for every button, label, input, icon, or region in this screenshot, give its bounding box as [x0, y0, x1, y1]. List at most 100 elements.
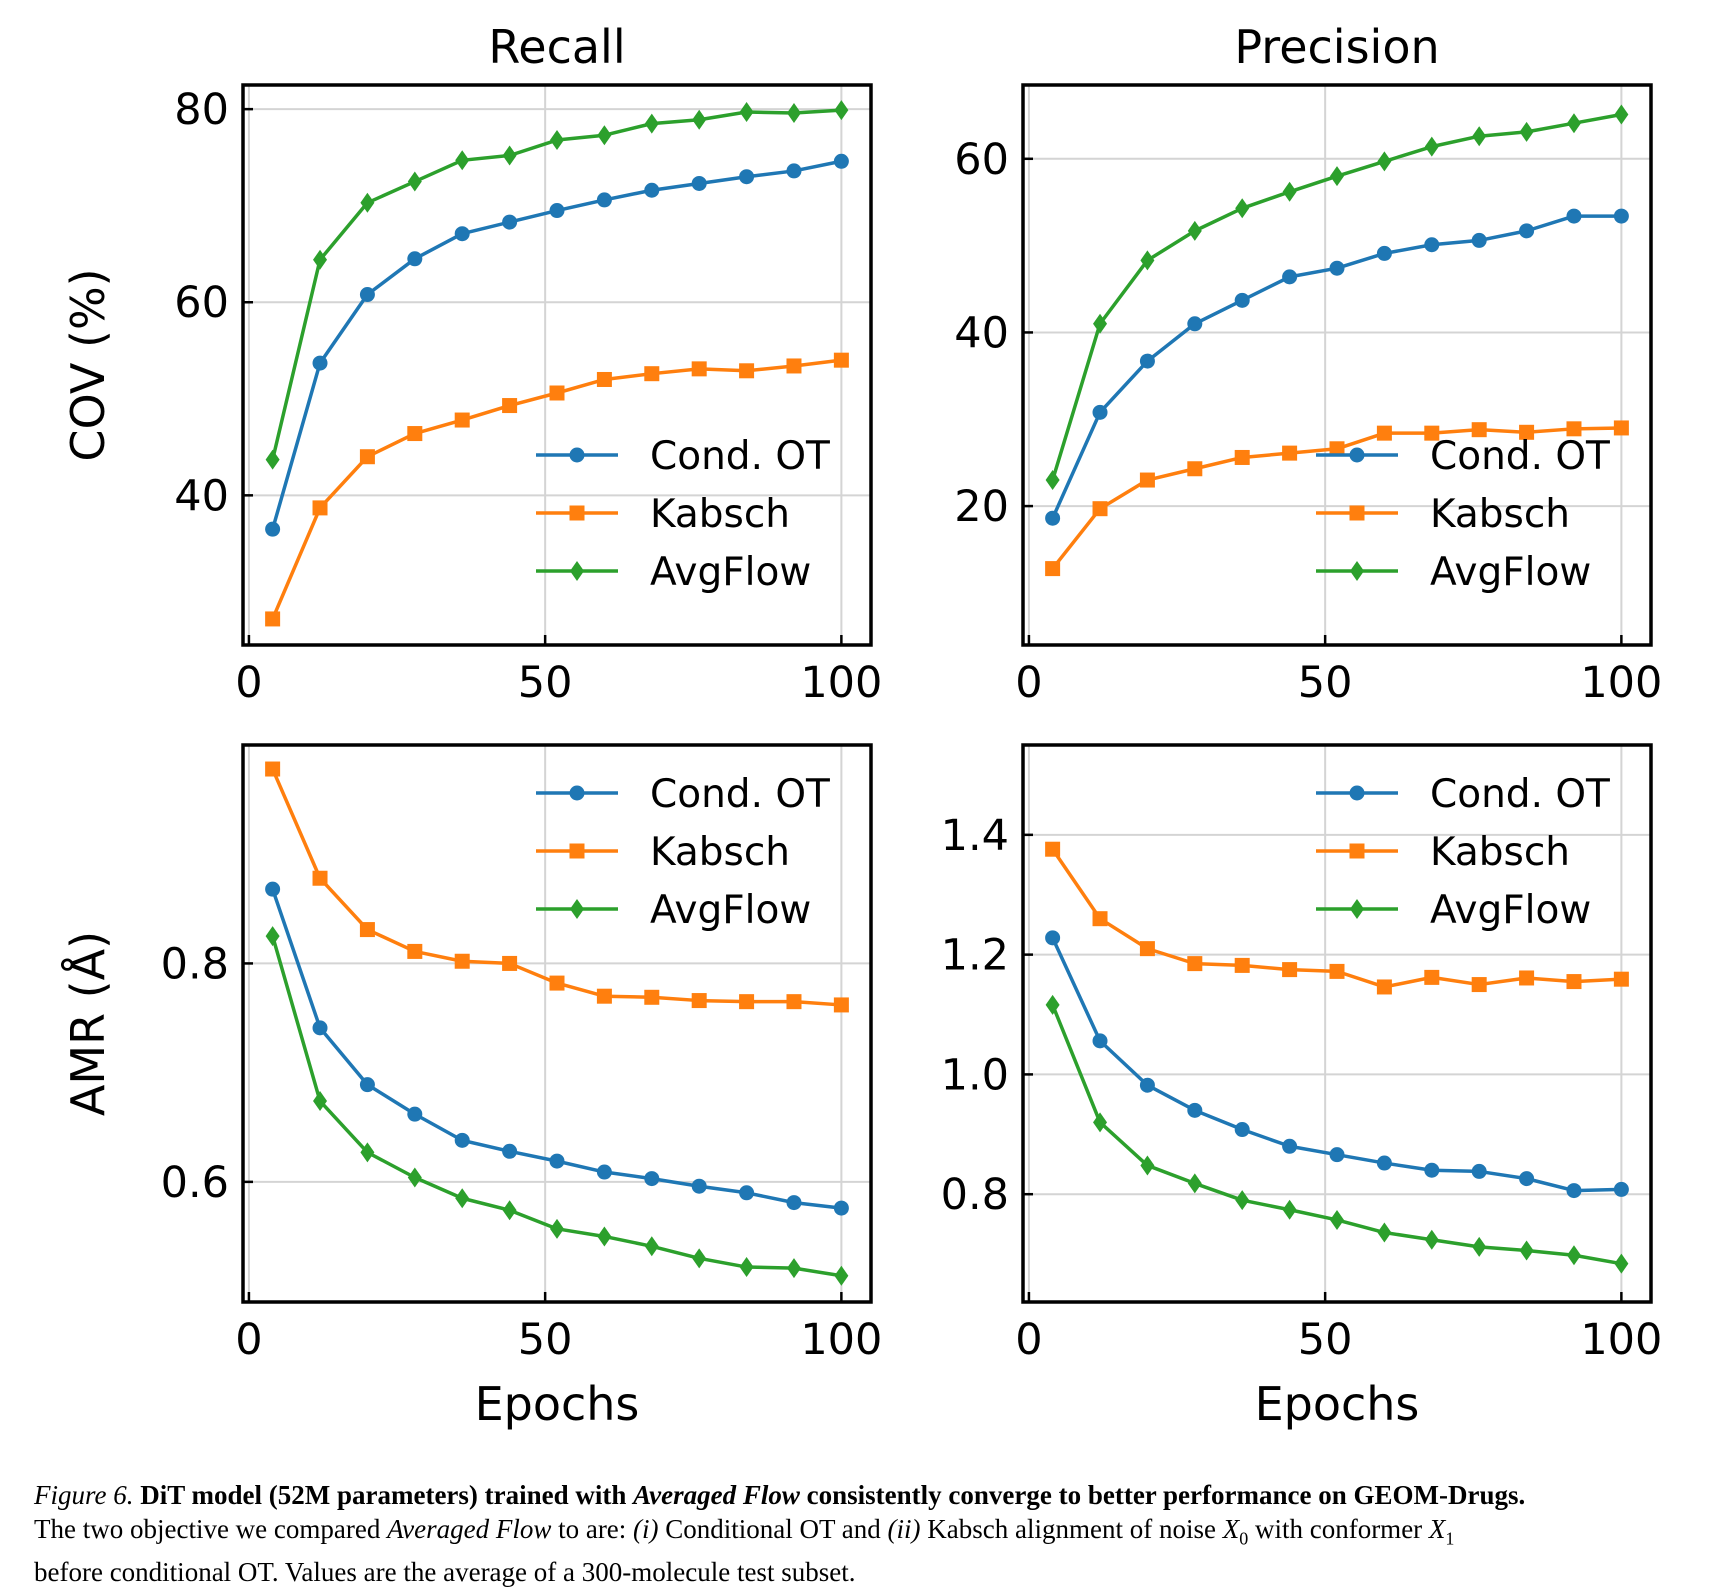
data-point: [265, 611, 281, 627]
data-point: [1045, 561, 1061, 577]
caption-math-var: X: [1428, 1514, 1446, 1544]
chart-panel-top-left: 0 50 100 40 60 80 Recall COV (%) Cond. OT Kabsch A…: [61, 20, 882, 708]
data-point: [1282, 962, 1298, 978]
panel-title: Precision: [1234, 20, 1439, 74]
data-point: [502, 1143, 518, 1159]
data-point: [549, 385, 565, 401]
y-axis-label: COV (%): [61, 268, 115, 461]
panel-title: Recall: [488, 20, 625, 74]
data-point: [833, 1200, 849, 1216]
caption-text: before conditional OT. Values are the av…: [34, 1557, 856, 1588]
series-cond-ot: [265, 153, 849, 537]
legend-marker: [1349, 447, 1365, 463]
legend-label: Cond. OT: [650, 434, 830, 479]
legend-label: Kabsch: [650, 492, 790, 537]
data-point: [786, 994, 802, 1010]
data-point: [1424, 237, 1440, 253]
legend-marker: [569, 447, 585, 463]
data-point: [1329, 260, 1345, 276]
data-point: [502, 214, 518, 230]
chart-panel-bottom-right: 0 50 100 0.8 1.0 1.2 1.4 Epochs Cond. OT Kabsch Av…: [941, 743, 1662, 1431]
data-point: [1093, 313, 1108, 334]
data-point: [644, 366, 660, 382]
x-axis-label: Epochs: [1255, 1377, 1420, 1431]
series-kabsch: [265, 352, 849, 627]
series-kabsch: [1045, 841, 1629, 995]
x-tick-label: 100: [800, 658, 882, 708]
series-kabsch: [265, 761, 849, 1013]
legend: Cond. OT Kabsch AvgFlow: [1316, 772, 1610, 933]
data-point: [1472, 1236, 1487, 1257]
x-tick-label: 100: [1580, 658, 1662, 708]
data-point: [550, 1218, 564, 1239]
data-point: [359, 922, 375, 938]
data-point: [596, 371, 612, 387]
data-point: [1471, 232, 1487, 248]
data-point: [1139, 472, 1155, 488]
x-tick-label: 0: [1015, 658, 1042, 708]
data-point: [360, 1142, 375, 1163]
data-point: [454, 1132, 470, 1148]
data-point: [1613, 971, 1629, 987]
data-point: [1329, 1147, 1345, 1163]
x-tick-label: 0: [1015, 1315, 1042, 1365]
data-point: [1424, 425, 1440, 441]
axes-frame: [241, 743, 873, 1304]
data-point: [834, 1265, 849, 1286]
legend-item: Cond. OT: [536, 772, 830, 817]
legend-item: Kabsch: [1316, 830, 1570, 875]
legend-item: AvgFlow: [1316, 550, 1591, 595]
caption-math-x1: X1: [1428, 1514, 1455, 1548]
y-tick-label: 20: [954, 482, 1009, 532]
data-point: [1519, 1240, 1534, 1261]
legend-label: AvgFlow: [650, 550, 811, 595]
figure-canvas: 0 50 100 40 60 80 Recall COV (%) Cond. OT Kabsch A…: [61, 20, 1662, 1431]
data-point: [549, 203, 565, 219]
data-point: [1613, 1181, 1629, 1197]
data-point: [1187, 956, 1203, 972]
caption-line-1: Figure 6. DiT model (52M parameters) tra…: [34, 1478, 1704, 1512]
data-point: [1045, 994, 1060, 1015]
data-point: [1519, 223, 1535, 239]
data-point: [644, 1171, 660, 1187]
data-point: [739, 102, 754, 123]
data-point: [1139, 1077, 1155, 1093]
data-point: [1092, 404, 1108, 420]
data-point: [1519, 1171, 1535, 1187]
y-tick-label: 80: [174, 85, 229, 135]
data-point: [550, 130, 564, 151]
chart-panel-top-right: 0 50 100 20 40 60 Precision Cond. OT Kabsch AvgFl…: [954, 20, 1662, 708]
y-tick-label: 0.8: [941, 1170, 1009, 1220]
data-point: [407, 943, 423, 959]
legend-marker: [1349, 505, 1365, 521]
legend: Cond. OT Kabsch AvgFlow: [536, 434, 830, 595]
caption-math-var: X: [1222, 1514, 1240, 1544]
legend-marker: [569, 843, 585, 859]
data-point: [1424, 1162, 1440, 1178]
data-point: [1424, 969, 1440, 985]
data-point: [691, 993, 707, 1009]
data-point: [1329, 441, 1345, 457]
data-point: [1424, 136, 1439, 157]
legend-item: Kabsch: [1316, 492, 1570, 537]
data-point: [739, 169, 755, 185]
data-point: [407, 426, 423, 442]
data-point: [1187, 316, 1203, 332]
data-point: [265, 761, 281, 777]
data-point: [1140, 1155, 1155, 1176]
x-tick-label: 0: [235, 658, 262, 708]
legend-item: Kabsch: [536, 492, 790, 537]
data-point: [833, 352, 849, 368]
data-point: [691, 175, 707, 191]
legend-label: Kabsch: [1430, 492, 1570, 537]
data-point: [265, 521, 281, 537]
data-point: [1566, 421, 1582, 437]
legend-label: Cond. OT: [1430, 434, 1610, 479]
data-point: [597, 125, 612, 146]
y-tick-label: 60: [174, 278, 229, 328]
data-point: [1472, 126, 1487, 147]
data-point: [1330, 166, 1344, 187]
x-tick-label: 50: [1298, 1315, 1353, 1365]
data-point: [596, 192, 612, 208]
data-point: [1092, 1033, 1108, 1049]
